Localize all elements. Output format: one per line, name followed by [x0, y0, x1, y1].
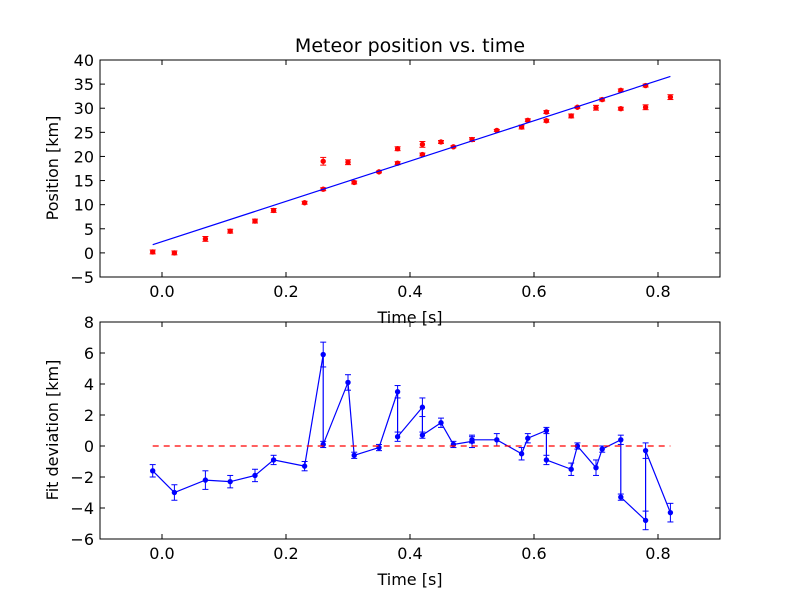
position-y-tick-label: 10 [74, 196, 94, 215]
deviation-y-tick-label: 8 [84, 313, 94, 332]
position-data-point [345, 159, 351, 165]
position-data-point [227, 228, 233, 234]
deviation-data-point [419, 404, 426, 410]
deviation-data-point [351, 452, 357, 458]
deviation-x-tick-label: 0.8 [645, 544, 670, 563]
deviation-y-ticks: −6 −4 −2 0 2 4 6 8 [70, 313, 720, 549]
position-data-point [394, 146, 401, 152]
deviation-data-point [543, 457, 550, 463]
position-y-tick-label: 25 [74, 123, 94, 142]
position-x-tick-label: 0.6 [521, 282, 546, 301]
position-fit-line [152, 75, 671, 246]
position-y-tick-label: 0 [84, 244, 94, 263]
position-data-point [543, 118, 550, 124]
position-y-tick-label: 20 [74, 147, 94, 166]
deviation-deviation-line [152, 354, 671, 522]
position-data-point [351, 179, 357, 186]
deviation-data-point [394, 434, 401, 440]
deviation-data-point [518, 451, 525, 457]
deviation-plot-area [149, 341, 674, 531]
deviation-y-tick-label: 4 [84, 375, 94, 394]
position-chart-title: Meteor position vs. time [295, 35, 525, 57]
deviation-y-axis-label: Fit deviation [km] [43, 360, 62, 501]
deviation-data-point [227, 478, 233, 485]
position-y-tick-label: 35 [74, 75, 94, 94]
deviation-data-point [345, 379, 351, 386]
deviation-data-point [394, 389, 401, 395]
deviation-x-tick-label: 0.4 [397, 544, 422, 563]
position-x-ticks: 0.0 0.2 0.4 0.6 0.8 [149, 60, 671, 301]
deviation-data-point [252, 472, 258, 479]
deviation-data-point [438, 420, 444, 426]
deviation-data-point [171, 489, 178, 496]
position-data-point [202, 236, 209, 242]
position-data-point [171, 250, 178, 256]
deviation-y-tick-label: −4 [70, 499, 94, 518]
deviation-data-point [642, 447, 649, 454]
position-data-point [270, 207, 277, 214]
deviation-data-point [469, 437, 475, 443]
deviation-y-tick-label: −6 [70, 530, 94, 549]
position-data-point [252, 218, 258, 224]
position-data-point [150, 249, 156, 255]
position-y-axis-label: Position [km] [43, 116, 62, 221]
deviation-data-point [568, 466, 574, 472]
deviation-x-tick-label: 0.6 [521, 544, 546, 563]
deviation-data-point [593, 465, 599, 471]
position-y-tick-label: 30 [74, 99, 94, 118]
position-y-tick-label: 15 [74, 172, 94, 191]
position-y-tick-label: 5 [84, 220, 94, 239]
deviation-x-ticks: 0.0 0.2 0.4 0.6 0.8 [149, 322, 671, 563]
position-x-tick-label: 0.8 [645, 282, 670, 301]
position-x-tick-label: 0.4 [397, 282, 422, 301]
position-data-point [667, 94, 674, 100]
position-data-point [618, 106, 624, 112]
position-y-tick-label: −5 [70, 268, 94, 287]
position-data-point [301, 200, 308, 206]
deviation-data-point [494, 437, 500, 443]
position-y-ticks: −5 0 5 10 15 20 25 30 35 40 [70, 51, 720, 287]
deviation-x-tick-label: 0.0 [149, 544, 174, 563]
position-data-point [543, 109, 550, 115]
position-data-point [419, 141, 426, 148]
deviation-data-point [270, 457, 277, 463]
position-y-tick-label: 40 [74, 51, 94, 70]
deviation-data-point [642, 517, 649, 524]
deviation-x-axis-label: Time [s] [376, 570, 442, 589]
deviation-data-point [618, 494, 624, 500]
deviation-data-point [543, 427, 550, 434]
deviation-data-point [667, 509, 674, 516]
position-x-tick-label: 0.2 [273, 282, 298, 301]
deviation-data-point [599, 446, 605, 452]
deviation-data-point [419, 432, 426, 438]
position-chart: Meteor position vs. time 0.0 0.2 0.4 0.6 0.8… [43, 35, 721, 327]
deviation-y-tick-label: 0 [84, 437, 94, 456]
deviation-data-point [150, 468, 156, 474]
deviation-y-tick-label: −2 [70, 468, 94, 487]
position-data-point [320, 158, 326, 164]
deviation-x-tick-label: 0.2 [273, 544, 298, 563]
deviation-data-point [525, 435, 531, 441]
deviation-data-point [320, 351, 326, 358]
position-data-point [568, 113, 574, 119]
position-data-point [642, 104, 649, 110]
deviation-data-point [301, 463, 308, 469]
position-plot-area [149, 75, 674, 256]
deviation-y-tick-label: 2 [84, 406, 94, 425]
deviation-data-point [202, 477, 209, 483]
position-data-point [593, 105, 599, 111]
deviation-chart: 0.0 0.2 0.4 0.6 0.8 −6 −4 −2 0 2 4 6 8 Time [s] Fit… [43, 313, 721, 589]
position-data-point [438, 139, 444, 145]
deviation-y-tick-label: 6 [84, 344, 94, 363]
deviation-data-point [618, 437, 624, 443]
position-x-tick-label: 0.0 [149, 282, 174, 301]
